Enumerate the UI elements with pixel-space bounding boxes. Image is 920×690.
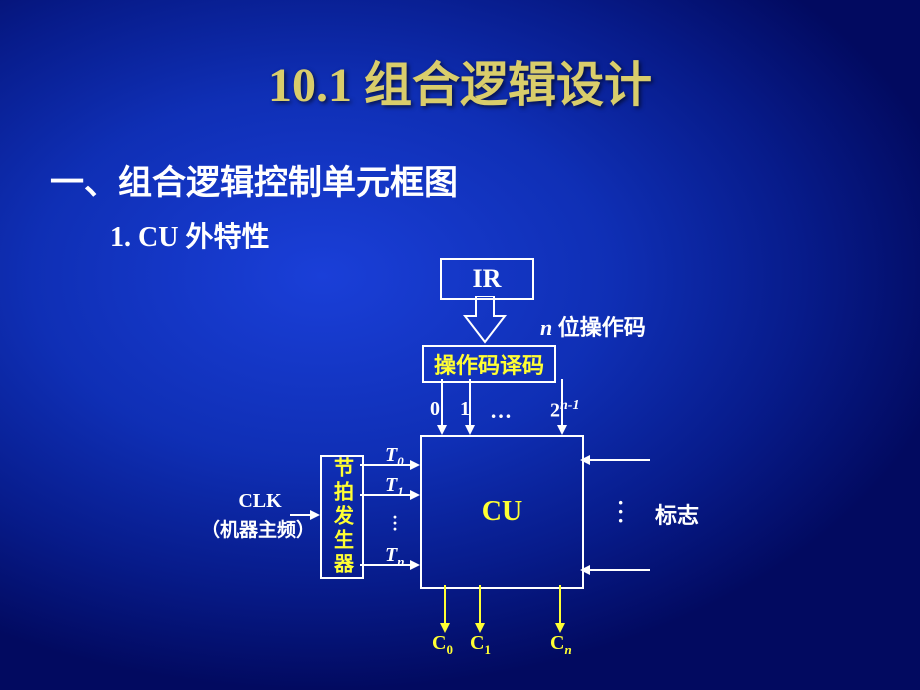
cu-box: CU xyxy=(420,435,584,589)
t0-label: T0 xyxy=(385,444,404,470)
tn-label: Tn xyxy=(385,544,404,570)
n-opcode-suffix: 位操作码 xyxy=(552,315,646,340)
ir-box: IR xyxy=(440,258,534,300)
arrows-c-outputs xyxy=(430,585,580,635)
t1-label: T1 xyxy=(385,474,404,500)
subsection-heading: 1. CU 外特性 xyxy=(110,215,269,255)
decode-box: 操作码译码 xyxy=(422,345,556,383)
section-heading: 一、组合逻辑控制单元框图 xyxy=(50,155,458,204)
decode-out-last: 2n-1 xyxy=(550,398,579,423)
c0-label: C0 xyxy=(432,632,453,658)
c1-label: C1 xyxy=(470,632,491,658)
decode-out-last-base: 2 xyxy=(550,400,560,422)
n-italic: n xyxy=(540,315,552,340)
arrows-flags xyxy=(580,445,650,585)
flag-vdots: ··· xyxy=(617,498,624,525)
flag-label: 标志 xyxy=(655,498,699,530)
decode-out-1: 1 xyxy=(460,398,470,421)
arrow-clk xyxy=(290,508,320,522)
slide: 10.1 组合逻辑设计 一、组合逻辑控制单元框图 1. CU 外特性 IR n … xyxy=(0,0,920,690)
decode-out-ellipsis: … xyxy=(490,398,512,424)
cn-label: Cn xyxy=(550,632,572,658)
t-vdots: ··· xyxy=(392,514,398,532)
decode-out-0: 0 xyxy=(430,398,440,421)
n-opcode-label: n 位操作码 xyxy=(540,310,646,342)
arrow-ir-to-decode xyxy=(460,296,510,346)
decode-out-last-exp: n-1 xyxy=(560,398,579,413)
slide-title: 10.1 组合逻辑设计 xyxy=(0,45,920,115)
